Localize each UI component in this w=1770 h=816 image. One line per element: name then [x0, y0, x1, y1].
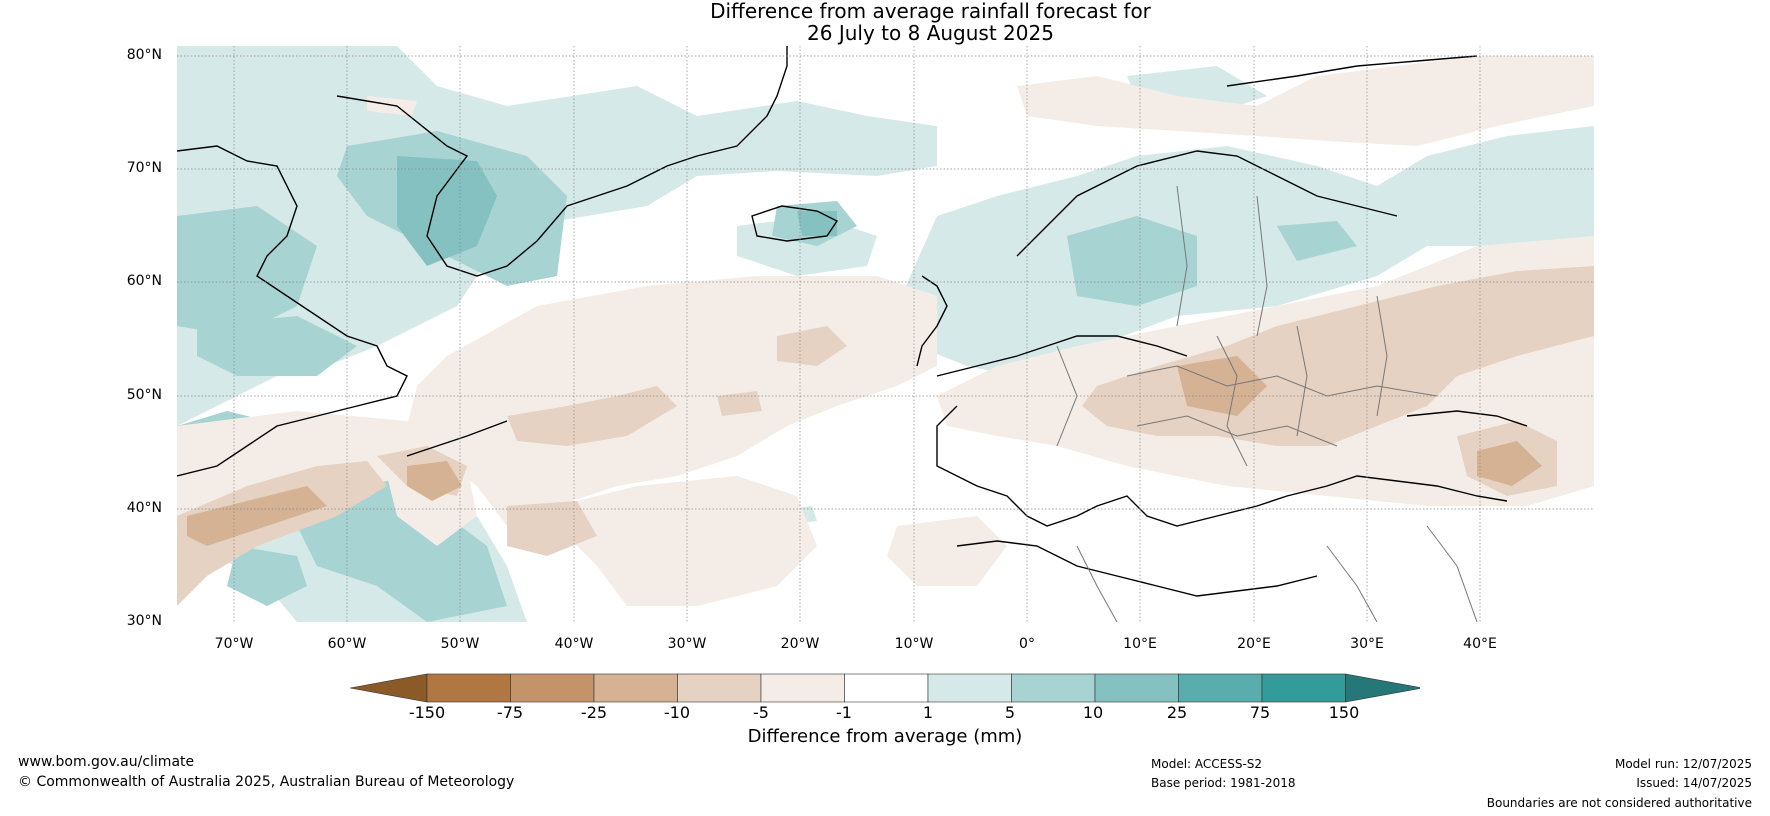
rainfall-map	[177, 46, 1594, 622]
colorbar-tick: 1	[922, 703, 934, 722]
lon-label-70w: 70°W	[214, 636, 254, 652]
lon-label-10w: 10°W	[894, 636, 934, 652]
colorbar-extend-high	[1345, 673, 1420, 703]
lon-label-60w: 60°W	[327, 636, 367, 652]
base-period: Base period: 1981-2018	[1151, 776, 1296, 790]
colorbar-tick: 75	[1249, 703, 1271, 722]
colorbar-label: Difference from average (mm)	[747, 726, 1023, 747]
lon-label-40w: 40°W	[554, 636, 594, 652]
colorbar-tick: -5	[753, 703, 769, 722]
lat-label-60n: 60°N	[126, 273, 162, 289]
colorbar-segment	[1011, 673, 1096, 703]
colorbar-tick: 5	[1004, 703, 1016, 722]
wetter-strong-regions	[397, 156, 837, 266]
boundaries-disclaimer: Boundaries are not considered authoritat…	[1486, 796, 1752, 810]
colorbar-tick: 25	[1166, 703, 1188, 722]
lat-label-50n: 50°N	[126, 387, 162, 403]
chart-title-line2: 26 July to 8 August 2025	[807, 21, 1054, 45]
graticule	[177, 46, 1594, 622]
lon-label-50w: 50°W	[440, 636, 480, 652]
colorbar-segment	[844, 673, 929, 703]
colorbar-segment	[1094, 673, 1179, 703]
rainfall-map-svg	[177, 46, 1594, 622]
lon-label-20w: 20°W	[780, 636, 820, 652]
colorbar-tick: 10	[1082, 703, 1104, 722]
lat-label-70n: 70°N	[126, 160, 162, 176]
model-name: Model: ACCESS-S2	[1151, 757, 1263, 771]
colorbar-segment	[1178, 673, 1263, 703]
colorbar-tick: -25	[580, 703, 608, 722]
chart-title-line1: Difference from average rainfall forecas…	[710, 0, 1151, 23]
colorbar-tick: -1	[836, 703, 852, 722]
lat-label-80n: 80°N	[126, 47, 162, 63]
colorbar-tick: -10	[663, 703, 691, 722]
colorbar-tick: -75	[496, 703, 524, 722]
country-borders	[1056, 185, 1478, 622]
colorbar-segment	[677, 673, 762, 703]
colorbar-segment	[927, 673, 1012, 703]
drier-strong-regions	[187, 356, 1542, 546]
lon-label-30e: 30°E	[1350, 636, 1384, 652]
colorbar-tick: 150	[1328, 703, 1360, 722]
website-link[interactable]: www.bom.gov.au/climate	[18, 754, 195, 770]
colorbar	[350, 673, 1420, 703]
lon-label-40e: 40°E	[1463, 636, 1497, 652]
lon-label-10e: 10°E	[1123, 636, 1157, 652]
lon-label-30w: 30°W	[667, 636, 707, 652]
lat-label-30n: 30°N	[126, 613, 162, 629]
colorbar-segment	[510, 673, 595, 703]
coastlines	[177, 46, 1528, 597]
lon-label-0: 0°	[1019, 636, 1035, 652]
colorbar-segment	[1261, 673, 1346, 703]
colorbar-tick: -150	[408, 703, 446, 722]
lat-label-40n: 40°N	[126, 500, 162, 516]
colorbar-segment	[593, 673, 678, 703]
lon-label-20e: 20°E	[1237, 636, 1271, 652]
copyright-text: © Commonwealth of Australia 2025, Austra…	[18, 774, 515, 790]
colorbar-extend-low	[350, 673, 428, 703]
colorbar-segment	[426, 673, 511, 703]
colorbar-segment	[760, 673, 845, 703]
model-run-date: Model run: 12/07/2025	[1614, 757, 1752, 771]
issued-date: Issued: 14/07/2025	[1636, 776, 1752, 790]
